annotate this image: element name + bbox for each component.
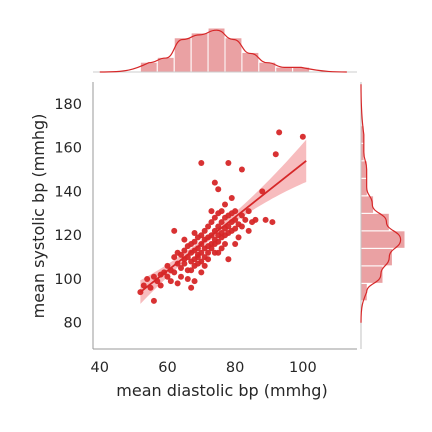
scatter-point bbox=[235, 234, 242, 241]
scatter-point bbox=[164, 273, 171, 280]
y-tick-label: 140 bbox=[54, 184, 82, 200]
scatter-point bbox=[144, 275, 151, 282]
scatter-point bbox=[171, 254, 178, 261]
scatter-point bbox=[225, 159, 232, 166]
scatter-point bbox=[208, 208, 215, 215]
main-scatter-plot bbox=[137, 129, 307, 304]
scatter-point bbox=[205, 249, 212, 256]
scatter-point bbox=[167, 278, 174, 285]
scatter-point bbox=[238, 223, 245, 230]
scatter-point bbox=[171, 269, 178, 276]
scatter-point bbox=[218, 219, 225, 226]
scatter-point bbox=[208, 219, 215, 226]
scatter-point bbox=[211, 214, 218, 221]
regression-line-path bbox=[139, 160, 307, 293]
y-tick-label: 160 bbox=[54, 141, 82, 157]
top-histogram-bar bbox=[190, 32, 209, 73]
scatter-point bbox=[191, 278, 198, 285]
scatter-point bbox=[198, 269, 205, 276]
right-histogram-bar bbox=[360, 195, 375, 214]
scatter-point bbox=[150, 273, 157, 280]
scatter-point bbox=[205, 223, 212, 230]
scatter-point bbox=[215, 249, 222, 256]
scatter-point bbox=[198, 159, 205, 166]
x-tick-label: 60 bbox=[158, 360, 176, 376]
scatter-point bbox=[174, 280, 181, 287]
scatter-point bbox=[178, 273, 184, 280]
scatter-point bbox=[269, 219, 276, 226]
right-marginal-histogram bbox=[360, 82, 406, 349]
scatter-point bbox=[222, 240, 228, 247]
right-kde-curve bbox=[360, 84, 402, 323]
scatter-point bbox=[181, 247, 188, 254]
scatter-point bbox=[201, 262, 208, 269]
scatter-point bbox=[140, 282, 147, 289]
x-tick-label: 40 bbox=[91, 360, 109, 376]
scatter-point bbox=[191, 238, 198, 245]
y-tick-label: 80 bbox=[64, 316, 82, 332]
scatter-point bbox=[150, 297, 157, 304]
scatter-point bbox=[222, 201, 228, 208]
scatter-point bbox=[225, 256, 232, 263]
scatter-point bbox=[272, 151, 279, 158]
x-tick-label: 100 bbox=[289, 360, 317, 376]
scatter-point bbox=[276, 129, 283, 136]
scatter-point bbox=[232, 208, 239, 215]
scatter-point bbox=[188, 267, 195, 274]
scatter-point bbox=[205, 256, 212, 263]
scatter-point bbox=[184, 275, 191, 282]
y-tick-label: 120 bbox=[54, 228, 82, 244]
scatter-point bbox=[178, 265, 184, 272]
scatter-point bbox=[218, 208, 225, 215]
scatter-point bbox=[198, 258, 205, 265]
scatter-point bbox=[178, 251, 184, 258]
scatter-point bbox=[198, 249, 205, 256]
scatter-point bbox=[232, 240, 239, 247]
scatter-point bbox=[238, 166, 245, 173]
scatter-point bbox=[191, 230, 198, 237]
top-histogram-bar bbox=[207, 27, 226, 73]
scatter-point bbox=[262, 216, 269, 223]
scatter-point bbox=[208, 245, 215, 252]
scatter-point bbox=[242, 216, 249, 223]
scatter-point bbox=[201, 227, 208, 234]
scatter-point bbox=[164, 262, 171, 269]
top-kde-curve bbox=[99, 29, 347, 73]
scatter-point bbox=[232, 225, 239, 232]
scatter-point bbox=[245, 227, 252, 234]
regression-line bbox=[139, 160, 307, 293]
scatter-point bbox=[259, 188, 266, 195]
top-marginal-histogram bbox=[93, 27, 357, 73]
x-axis-label: mean diastolic bp (mmhg) bbox=[116, 381, 327, 400]
scatter-point bbox=[157, 282, 164, 289]
scatter-point bbox=[299, 133, 306, 140]
scatter-point bbox=[215, 223, 222, 230]
scatter-point bbox=[218, 245, 225, 252]
top-histogram-bar bbox=[139, 61, 158, 73]
scatter-point bbox=[188, 284, 195, 291]
scatter-point bbox=[181, 236, 188, 243]
right-histogram-bar bbox=[360, 265, 384, 284]
x-tick-label: 80 bbox=[226, 360, 244, 376]
scatter-point bbox=[252, 216, 259, 223]
scatter-point bbox=[171, 227, 178, 234]
scatter-point bbox=[181, 260, 188, 267]
y-tick-label: 100 bbox=[54, 272, 82, 288]
y-tick-label: 180 bbox=[54, 97, 82, 113]
y-axis-label: mean systolic bp (mmhg) bbox=[29, 114, 48, 319]
scatter-point bbox=[245, 208, 252, 215]
scatter-point bbox=[211, 179, 218, 186]
y-tick-labels: 80 100 120 140 160 180 bbox=[54, 97, 82, 332]
scatter-point bbox=[215, 186, 222, 193]
scatter-point bbox=[225, 223, 232, 230]
scatter-point bbox=[215, 238, 222, 245]
scatter-point bbox=[228, 194, 235, 201]
scatter-point bbox=[198, 232, 205, 239]
x-tick-labels: 40 60 80 100 bbox=[91, 360, 317, 376]
right-histogram-bar bbox=[360, 212, 390, 232]
